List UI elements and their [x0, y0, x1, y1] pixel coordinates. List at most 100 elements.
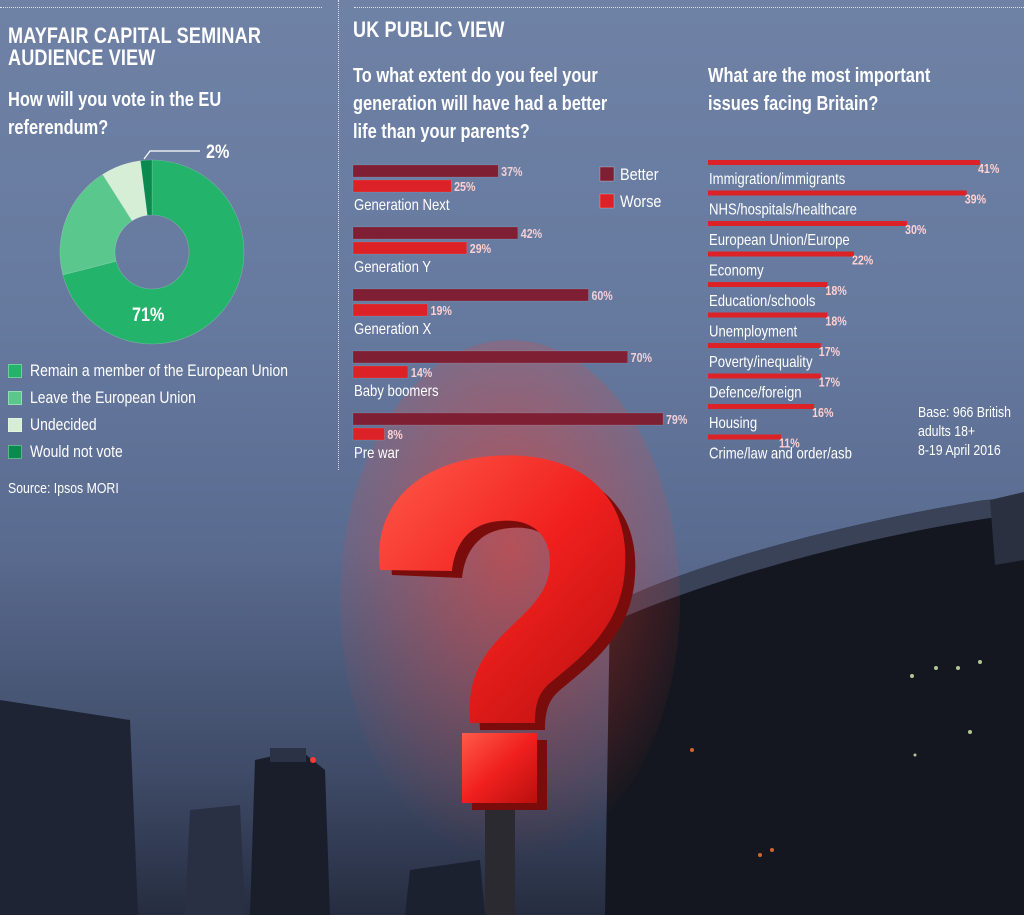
gen-bar-label-worse-3: 14%: [411, 365, 433, 380]
legend-swatch-undecided: [8, 417, 22, 432]
gen-bar-label-better-1: 42%: [521, 226, 543, 241]
gen-bar-better-3: [352, 350, 628, 364]
panel-divider: [338, 0, 339, 470]
gen-legend-label-worse: Worse: [620, 193, 662, 211]
issue-bar-label-8: 16%: [812, 405, 834, 420]
issue-category-label-9: Crime/law and order/asb: [709, 445, 852, 462]
issue-bar-8: [708, 404, 815, 409]
generation-question-line3: life than your parents?: [353, 121, 530, 143]
issue-bar-5: [708, 312, 828, 318]
donut-slice-2: [102, 160, 148, 222]
gen-bar-label-better-4: 79%: [666, 412, 688, 427]
gen-legend-swatch-better: [599, 166, 615, 182]
issue-bar-9: [708, 434, 781, 440]
donut-slice-0: [62, 159, 245, 345]
issue-category-label-5: Unemployment: [709, 323, 797, 340]
gen-bar-label-better-0: 37%: [501, 164, 523, 179]
issue-bar-label-0: 41%: [978, 161, 1000, 176]
legend-item-remain: Remain a member of the European Union: [8, 357, 345, 384]
issue-bar-0: [708, 160, 980, 165]
gen-bar-better-0: [352, 164, 499, 178]
top-rule-right: [354, 7, 1024, 8]
gen-bar-label-better-3: 70%: [631, 350, 653, 365]
left-heading-line1: MAYFAIR CAPITAL SEMINAR: [8, 23, 262, 48]
base-note-line2: adults 18+: [918, 423, 976, 440]
issue-category-label-1: NHS/hospitals/healthcare: [709, 201, 857, 218]
issue-bar-label-1: 39%: [965, 191, 987, 206]
donut-leader-line: [143, 150, 200, 160]
legend-swatch-remain: [8, 363, 22, 378]
gen-bar-label-worse-4: 8%: [387, 427, 403, 442]
legend-label-undecided: Undecided: [30, 414, 97, 434]
issues-question-line2: issues facing Britain?: [708, 93, 879, 115]
generation-question-line2: generation will have had a better: [353, 93, 608, 115]
gen-bar-better-2: [352, 288, 589, 302]
gen-category-label-3: Baby boomers: [354, 383, 439, 400]
issue-bar-1: [708, 190, 967, 196]
gen-bar-label-worse-0: 25%: [454, 179, 476, 194]
legend-item-undecided: Undecided: [8, 411, 345, 438]
gen-bar-better-1: [352, 226, 519, 240]
issue-bar-6: [708, 343, 821, 348]
base-note-line3: 8-19 April 2016: [918, 442, 1001, 459]
issue-category-label-4: Education/schools: [709, 293, 815, 310]
issue-category-label-8: Housing: [709, 415, 757, 432]
legend-label-leave: Leave the European Union: [30, 387, 196, 407]
gen-bar-worse-1: [352, 241, 468, 255]
gen-category-label-0: Generation Next: [354, 197, 450, 214]
donut-slice-1: [59, 173, 133, 276]
issue-bar-7: [708, 373, 821, 379]
gen-legend-swatch-worse: [599, 193, 615, 209]
eu-vote-question-line2: referendum?: [8, 117, 109, 139]
issues-question-line1: What are the most important: [708, 65, 931, 87]
gen-category-label-2: Generation X: [354, 321, 431, 338]
issue-bar-2: [708, 221, 908, 226]
gen-bar-label-worse-2: 19%: [431, 303, 453, 318]
legend-item-leave: Leave the European Union: [8, 384, 345, 411]
gen-bar-label-worse-1: 29%: [470, 241, 492, 256]
base-note-line1: Base: 966 British: [918, 404, 1011, 421]
eu-vote-question-line1: How will you vote in the EU: [8, 89, 222, 111]
issue-category-label-6: Poverty/inequality: [709, 354, 813, 371]
issue-bar-label-6: 17%: [819, 344, 841, 359]
issue-bar-label-7: 17%: [819, 374, 841, 389]
issue-bar-4: [708, 282, 828, 287]
base-note: Base: 966 British adults 18+ 8-19 April …: [918, 403, 1011, 460]
issue-category-label-3: Economy: [709, 262, 764, 279]
issue-bar-label-4: 18%: [825, 283, 847, 298]
gen-bar-label-better-2: 60%: [591, 288, 613, 303]
gen-bar-worse-2: [352, 303, 428, 317]
right-heading: UK PUBLIC VIEW: [353, 17, 505, 42]
generation-question-line1: To what extent do you feel your: [353, 65, 598, 87]
issue-bar-label-9: 11%: [779, 435, 800, 450]
issue-bar-3: [708, 251, 854, 257]
donut-legend: Remain a member of the European Union Le…: [8, 357, 345, 465]
donut-label-remain: 71%: [132, 304, 165, 326]
legend-item-would-not-vote: Would not vote: [8, 438, 345, 465]
eu-vote-donut-chart: 71% 2%: [59, 141, 245, 345]
gen-category-label-4: Pre war: [354, 445, 399, 462]
top-rule-left: [0, 7, 322, 8]
gen-legend-label-better: Better: [620, 166, 659, 184]
gen-bar-worse-4: [352, 427, 385, 441]
issues-bar-chart: 41% Immigration/immigrants 39% NHS/hospital…: [708, 160, 1000, 463]
issue-bar-label-3: 22%: [852, 252, 874, 267]
donut-label-would-not-vote: 2%: [206, 141, 230, 163]
legend-label-would-not-vote: Would not vote: [30, 441, 123, 461]
legend-swatch-would-not-vote: [8, 444, 22, 459]
generation-bar-chart: 37% 25% Generation Next 42% 29% Generation Y 6…: [352, 164, 688, 462]
left-heading-line2: AUDIENCE VIEW: [8, 45, 156, 70]
issue-category-label-7: Defence/foreign: [709, 384, 802, 401]
gen-bar-worse-3: [352, 365, 409, 379]
issue-category-label-0: Immigration/immigrants: [709, 171, 845, 188]
issue-bar-label-5: 18%: [825, 313, 847, 328]
legend-label-remain: Remain a member of the European Union: [30, 360, 289, 380]
donut-slice-3: [140, 159, 153, 216]
gen-category-label-1: Generation Y: [354, 259, 431, 276]
legend-swatch-leave: [8, 390, 22, 405]
gen-bar-worse-0: [352, 179, 452, 193]
source-note: Source: Ipsos MORI: [8, 480, 119, 497]
issue-category-label-2: European Union/Europe: [709, 232, 850, 249]
gen-bar-better-4: [352, 412, 664, 426]
